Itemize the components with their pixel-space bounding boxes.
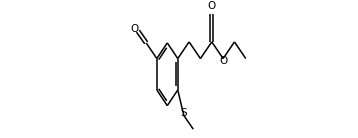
Text: O: O bbox=[208, 1, 216, 11]
Text: O: O bbox=[219, 55, 227, 66]
Text: O: O bbox=[130, 24, 139, 34]
Text: S: S bbox=[180, 108, 187, 118]
